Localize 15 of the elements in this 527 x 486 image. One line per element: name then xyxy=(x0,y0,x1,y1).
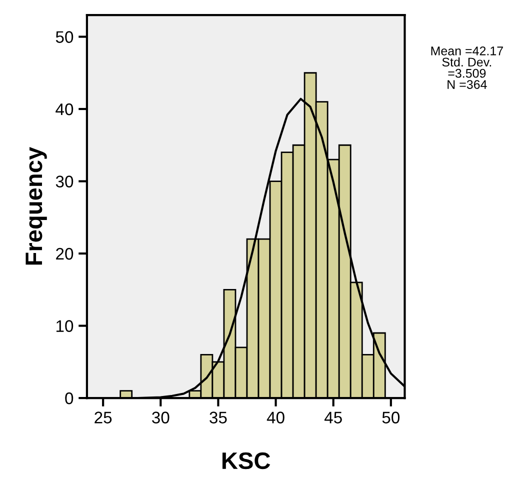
x-tick-label: 30 xyxy=(152,412,170,424)
x-tick-label: 35 xyxy=(210,412,227,424)
x-tick-label: 25 xyxy=(94,412,112,424)
y-tick-label: 20 xyxy=(56,248,74,260)
x-tick-label: 50 xyxy=(382,412,400,424)
y-tick-label: 0 xyxy=(65,392,74,404)
text: Mean =42.17 Std. Dev. =3.509 N =364 xyxy=(431,46,503,89)
x-tick-label: 45 xyxy=(324,412,342,424)
x-axis-title: KSC xyxy=(222,452,270,470)
y-tick-label: 10 xyxy=(56,320,74,332)
y-axis-title: Frequency xyxy=(26,146,47,265)
y-tick-label: 40 xyxy=(56,103,74,116)
y-tick-label: 30 xyxy=(56,176,74,188)
x-tick-label: 40 xyxy=(266,412,284,424)
y-tick-label: 50 xyxy=(56,31,74,43)
